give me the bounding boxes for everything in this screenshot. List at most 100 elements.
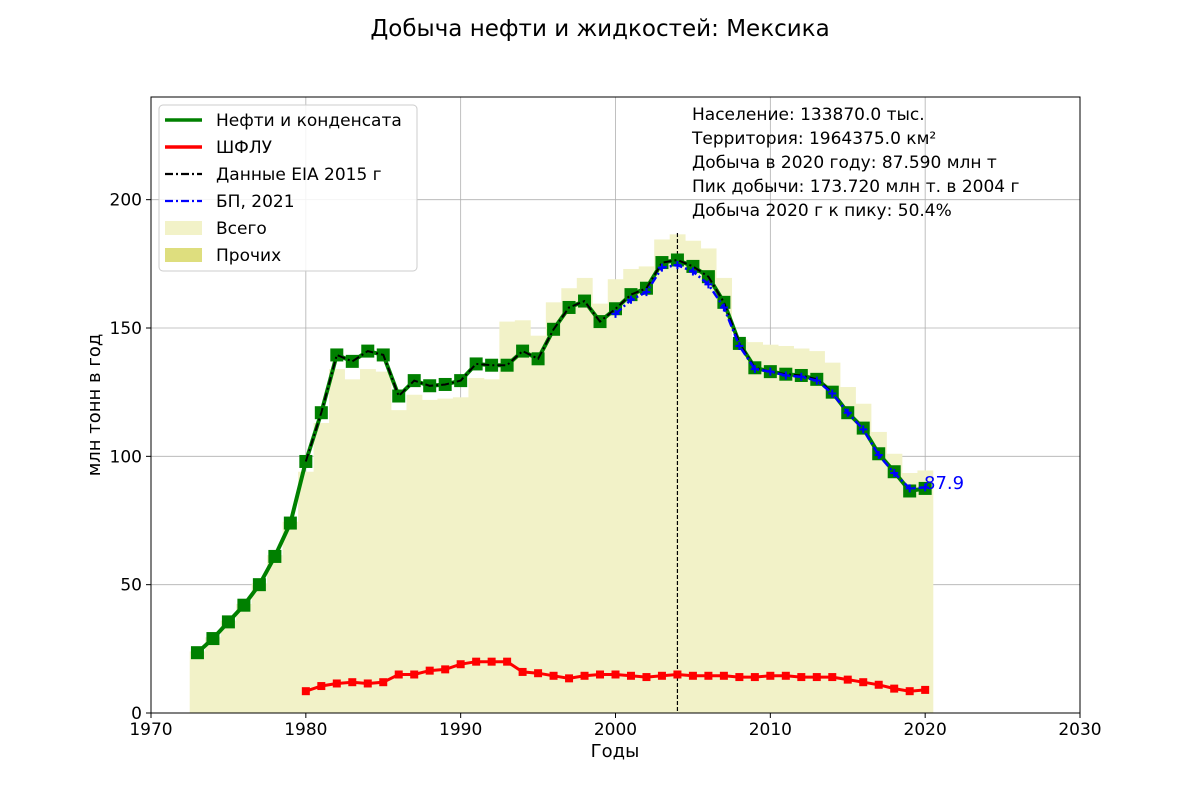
- total-bar: [623, 268, 640, 713]
- legend-swatch: [165, 248, 202, 262]
- total-bar: [870, 431, 887, 713]
- total-bar: [483, 379, 500, 713]
- bp-point: [735, 341, 744, 350]
- total-bar: [452, 397, 469, 713]
- ngl-point: [657, 671, 666, 680]
- total-bar: [685, 240, 702, 713]
- total-bar: [901, 473, 918, 713]
- bp-point: [719, 303, 728, 312]
- ngl-point: [626, 671, 635, 680]
- bp-point: [673, 261, 682, 270]
- total-bar: [561, 288, 578, 713]
- oil-point: [485, 358, 499, 372]
- bp-point: [688, 267, 697, 276]
- info-box: Население: 133870.0 тыс. Территория: 1964…: [691, 105, 1020, 221]
- total-bar: [421, 399, 438, 713]
- ngl-point: [859, 678, 868, 687]
- oil-point: [500, 358, 514, 372]
- ngl-point: [565, 674, 574, 683]
- ngl-point: [874, 680, 883, 689]
- total-bar: [700, 248, 717, 713]
- bp-point: [750, 365, 759, 374]
- bp-point: [905, 484, 914, 493]
- ngl-point: [642, 673, 651, 682]
- x-tick-label: 1990: [439, 720, 482, 740]
- total-bar: [390, 410, 407, 713]
- bp-point: [921, 483, 930, 492]
- ngl-point: [905, 687, 914, 696]
- oil-point: [345, 354, 359, 368]
- total-bar: [778, 345, 794, 713]
- total-bar: [716, 277, 733, 713]
- total-bar: [205, 637, 222, 713]
- y-tick-label: 50: [120, 576, 142, 596]
- total-bar: [747, 342, 763, 713]
- total-bar: [499, 321, 516, 713]
- x-tick-label: 1970: [129, 720, 172, 740]
- y-axis-label: млн тонн в год: [84, 334, 105, 477]
- ngl-point: [921, 685, 930, 694]
- ngl-point: [549, 671, 558, 680]
- bp-point: [828, 389, 837, 398]
- ngl-point: [580, 671, 589, 680]
- legend: Нефти и конденсата ШФЛУ Данные EIA 2015 г Б…: [158, 104, 418, 272]
- info-line: Пик добычи: 173.720 млн т. в 2004 г: [692, 177, 1020, 197]
- y-tick-label: 150: [110, 319, 142, 339]
- info-line: Добыча в 2020 году: 87.590 млн т: [692, 153, 997, 173]
- ngl-point: [797, 673, 806, 682]
- total-bar: [793, 348, 810, 713]
- chart-title: Добыча нефти и жидкостей: Мексика: [370, 16, 829, 42]
- ngl-point: [828, 673, 837, 682]
- total-bar: [886, 453, 903, 713]
- oil-point: [206, 632, 220, 646]
- ngl-point: [503, 657, 512, 666]
- oil-point: [655, 256, 669, 270]
- ngl-point: [410, 670, 419, 679]
- bp-point: [657, 263, 666, 272]
- end-value-label: 87.9: [924, 473, 964, 494]
- ngl-point: [611, 670, 620, 679]
- ngl-point: [301, 687, 310, 696]
- bp-point: [626, 295, 635, 304]
- series-lines: [190, 253, 932, 696]
- ngl-point: [363, 679, 372, 688]
- ngl-point: [766, 671, 775, 680]
- oil-point: [516, 344, 530, 358]
- oil-point: [717, 295, 731, 309]
- ngl-point: [472, 657, 481, 666]
- bp-point: [797, 372, 806, 381]
- bp-point: [781, 371, 790, 380]
- total-bar: [313, 422, 330, 713]
- oil-point: [330, 348, 344, 362]
- x-axis-label: Годы: [591, 741, 640, 762]
- ngl-point: [456, 660, 465, 669]
- total-bar: [344, 379, 361, 713]
- total-bar: [298, 471, 314, 713]
- legend-box: [158, 104, 418, 272]
- bp-point: [843, 408, 852, 417]
- total-bar: [406, 394, 423, 713]
- ngl-point: [890, 684, 899, 693]
- ngl-point: [534, 669, 543, 678]
- bp-point: [812, 376, 821, 385]
- y-tick-label: 100: [110, 447, 142, 467]
- total-bar: [545, 302, 562, 713]
- ngl-point: [781, 671, 790, 680]
- oil-point: [221, 615, 235, 629]
- total-bar: [530, 335, 547, 713]
- ngl-point: [379, 678, 388, 687]
- legend-label: Прочих: [216, 246, 281, 266]
- total-bar: [189, 651, 206, 713]
- total-bar: [220, 620, 237, 713]
- total-bar: [576, 277, 593, 713]
- ngl-point: [425, 666, 434, 675]
- total-bar: [375, 371, 392, 713]
- total-bar: [251, 583, 268, 713]
- total-bar: [824, 362, 841, 713]
- total-bar: [468, 378, 485, 713]
- legend-label: Данные EIA 2015 г: [216, 165, 382, 185]
- y-tick-label: 0: [131, 704, 142, 724]
- legend-label: ШФЛУ: [216, 138, 273, 158]
- total-bar: [855, 403, 872, 713]
- legend-label: БП, 2021: [216, 192, 295, 212]
